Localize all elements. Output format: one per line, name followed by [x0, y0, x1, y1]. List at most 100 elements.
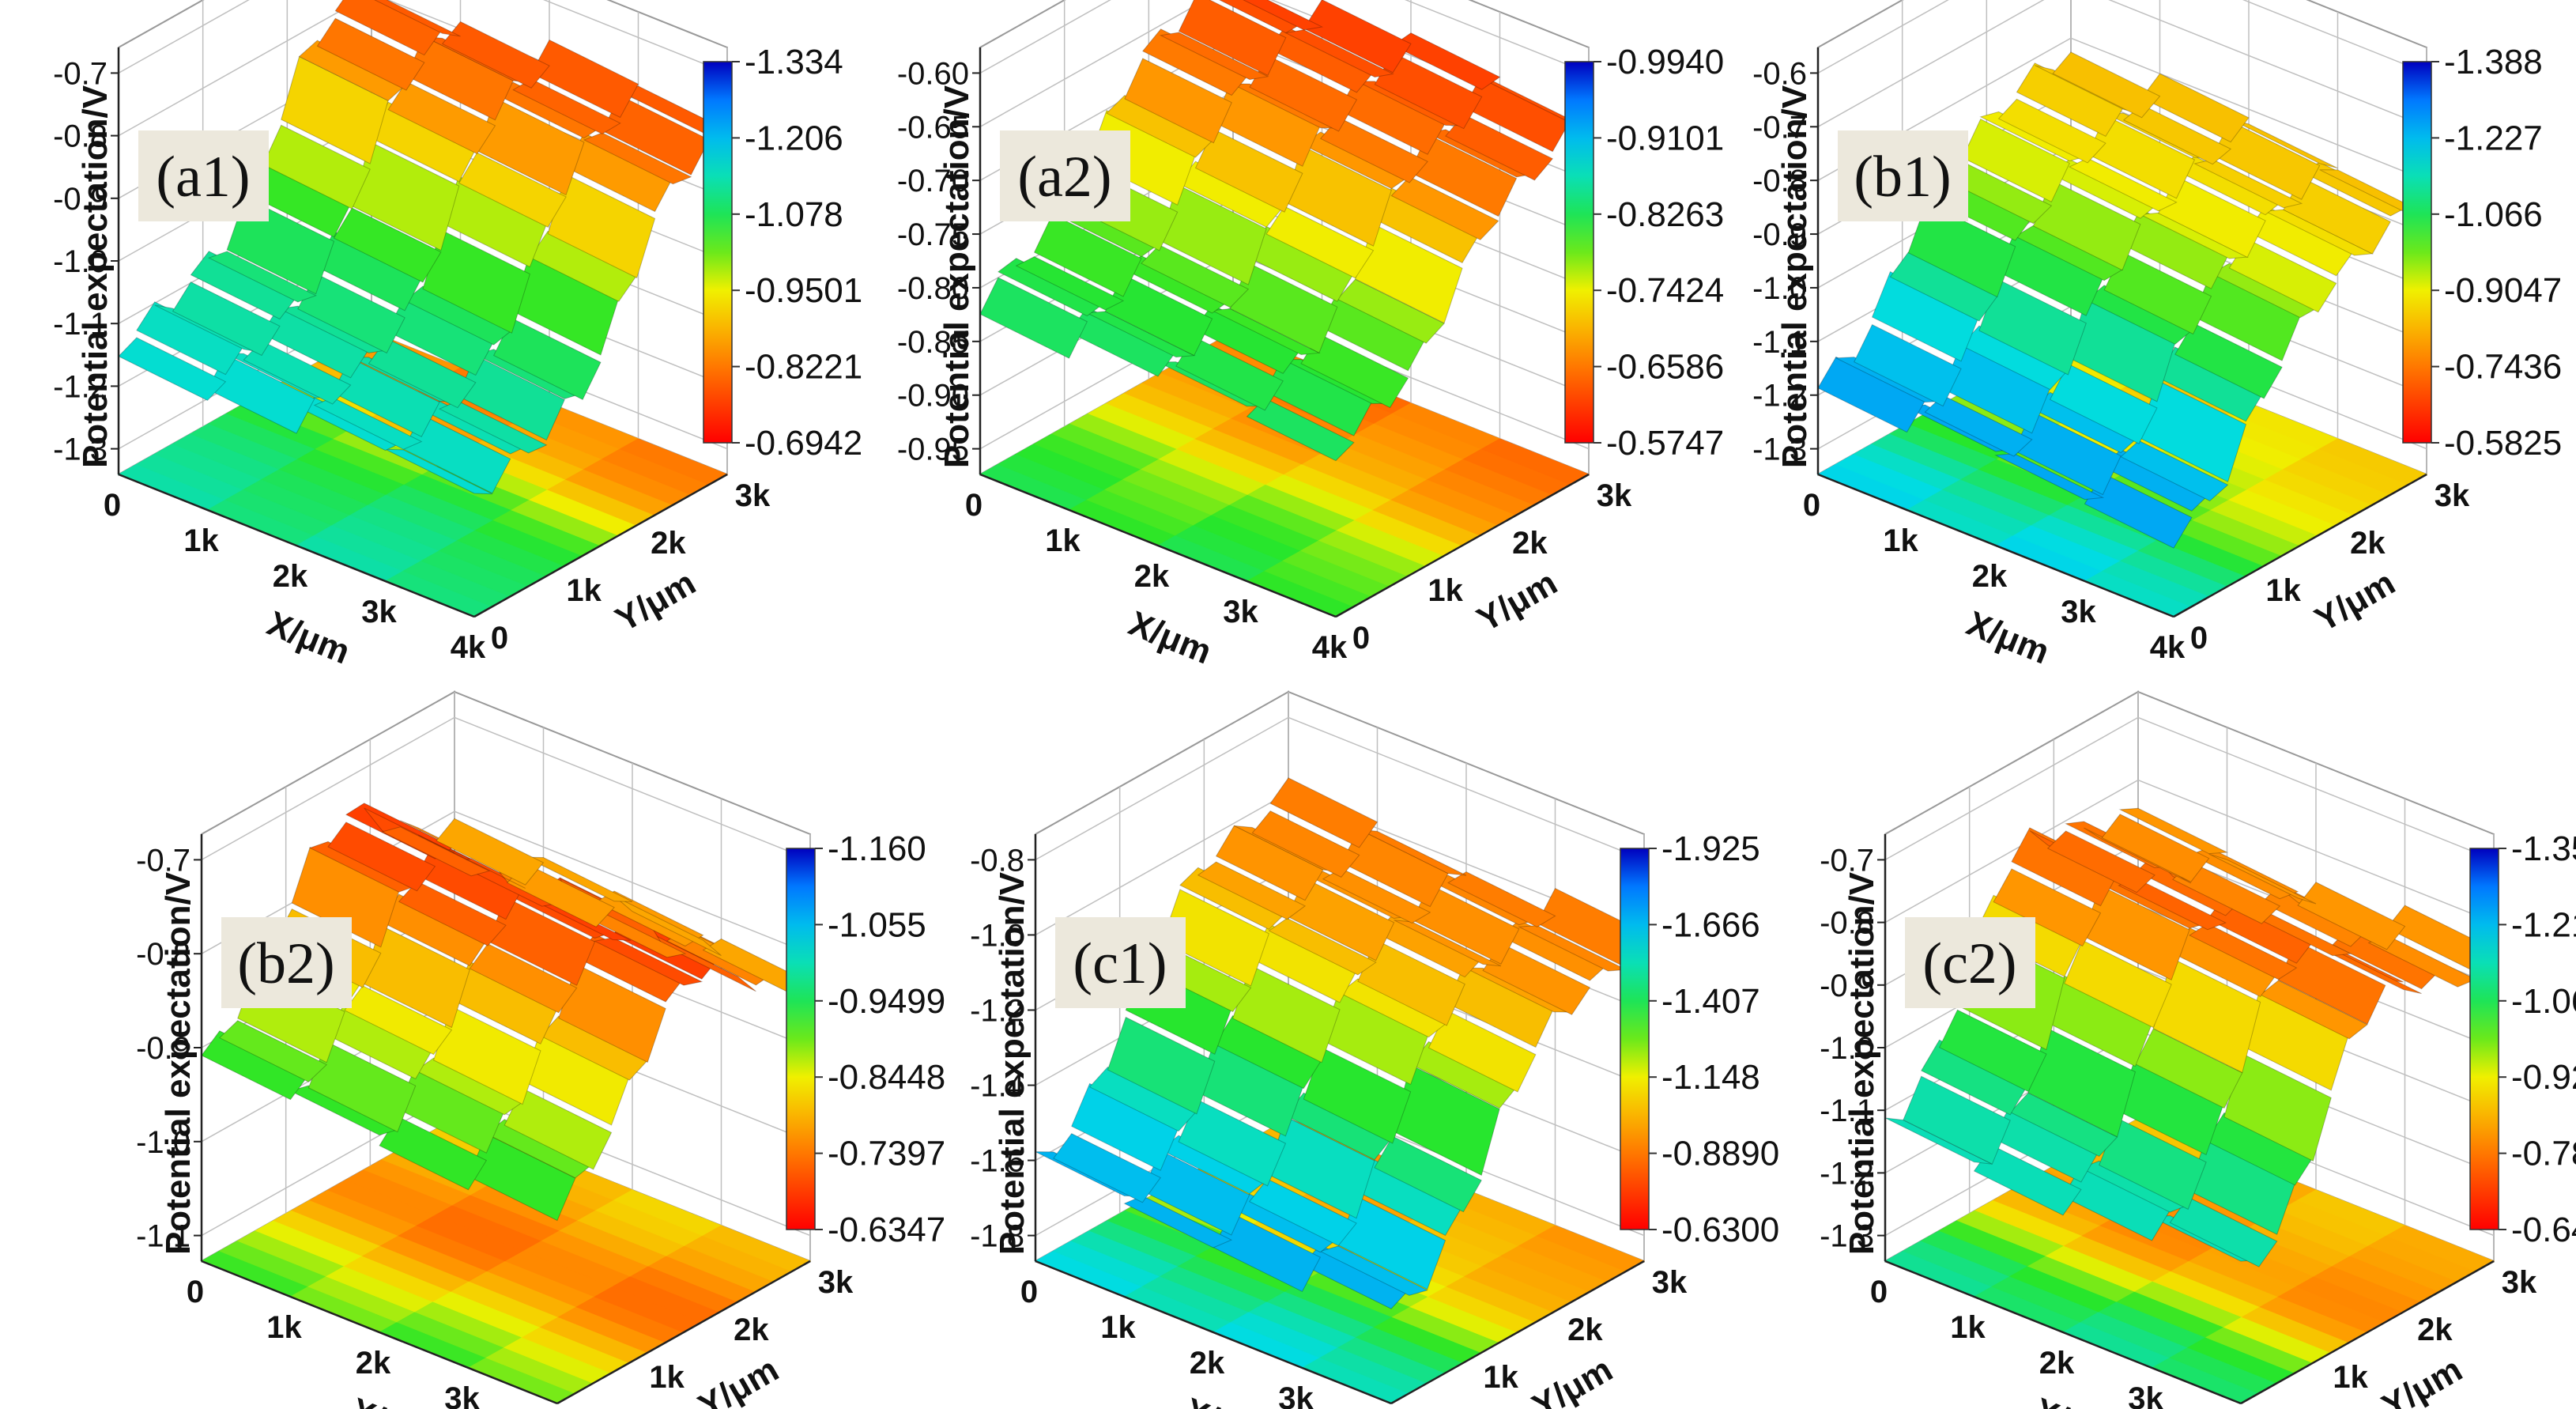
surface-facet — [208, 251, 317, 303]
surface-facet — [218, 1020, 328, 1082]
surface-facet — [398, 880, 507, 946]
z-tick-label: -0.8 — [1820, 906, 1874, 941]
z-tick-label: -1.1 — [53, 307, 107, 342]
x-tick-label: 0 — [187, 1275, 204, 1309]
surface-facet — [1318, 1245, 1429, 1296]
x-tick-label: 0 — [1870, 1275, 1888, 1309]
y-axis — [473, 473, 728, 618]
colorbar-tick-label: -0.7424 — [1606, 271, 1724, 310]
surface-facet — [1336, 278, 1445, 344]
colorbar-tick-label: -0.9940 — [1606, 43, 1724, 81]
colorbar-tick-label: -0.9499 — [828, 982, 945, 1021]
z-axis-label: Potential expectation/V — [1775, 85, 1814, 468]
colorbar-tick-label: -0.7847 — [2511, 1135, 2576, 1173]
surface-facet — [1884, 1117, 1993, 1165]
z-tick-label: -0.7 — [1752, 110, 1807, 145]
colorbar-tick-label: -0.6586 — [1606, 348, 1724, 387]
y-tick-label: 1k — [649, 1360, 685, 1395]
y-tick-label: 3k — [2502, 1265, 2537, 1300]
y-tick-label: 2k — [2417, 1313, 2453, 1347]
surface-facet — [281, 55, 389, 164]
surface-facet — [2101, 814, 2210, 882]
colorbar — [1620, 848, 1650, 1230]
panel-a2: -0.60 -0.65 -0.70 -0.75 -0.80 -0.85 -0.90 -0.95… — [897, 0, 1724, 672]
colorbar-tick-label: -0.8448 — [828, 1058, 945, 1097]
z-tick-label: -1.8 — [970, 1219, 1024, 1254]
surface-facet — [2188, 923, 2298, 980]
surface-facet — [1374, 1135, 1482, 1213]
colorbar-tick-label: -1.227 — [2444, 119, 2543, 157]
surface-facet — [1243, 0, 1324, 31]
y-axis — [1335, 473, 1590, 618]
z-tick-label: -0.60 — [897, 56, 969, 91]
x-tick-label: 3k — [1223, 595, 1258, 629]
colorbar-tick-label: -1.068 — [2511, 982, 2576, 1021]
surface-facet — [1265, 206, 1375, 279]
surface-facet — [979, 277, 1088, 359]
z-tick-label: -1.2 — [1752, 379, 1807, 414]
colorbar-tick-label: -1.148 — [1661, 1058, 1760, 1097]
surface-facet — [2009, 1092, 2118, 1157]
surface-facet — [1284, 145, 1392, 247]
colorbar — [786, 848, 816, 1230]
surface-facet — [1359, 829, 1467, 876]
colorbar-tick-label: -0.7436 — [2444, 348, 2562, 387]
surface-facet — [530, 39, 639, 119]
panel-label-box — [1838, 130, 1968, 221]
panel-b2: -0.7-0.8-0.9-1.0-1.101k2k3k4k01k2k3kX/μm… — [136, 690, 945, 1409]
y-axis-label: Y/μm — [2309, 563, 2402, 639]
y-tick-label: 3k — [818, 1265, 854, 1300]
panel-label-box — [138, 130, 269, 221]
surface-facet — [1251, 810, 1360, 878]
surface-facet — [1997, 98, 2106, 164]
x-axis-label: X/μm — [1123, 604, 1216, 672]
colorbar-tick-label: -0.6300 — [1661, 1211, 1779, 1249]
x-tick-label: 1k — [1883, 523, 1918, 558]
z-tick-label: -1.0 — [1752, 271, 1807, 306]
x-axis-label: X/μm — [2028, 1391, 2122, 1409]
surface-facet — [1266, 1116, 1375, 1219]
colorbar-tick-label: -0.6347 — [828, 1211, 945, 1249]
colorbar-tick-label: -1.352 — [2511, 829, 2576, 868]
x-axis-label: X/μm — [1179, 1391, 1272, 1409]
y-tick-label: 1k — [1428, 573, 1463, 608]
colorbar-tick-label: -0.6942 — [745, 424, 862, 463]
x-axis-label: X/μm — [345, 1391, 438, 1409]
y-axis-label: Y/μm — [1471, 563, 1564, 639]
surface-facet — [583, 132, 692, 185]
colorbar — [2402, 61, 2432, 444]
surface-facet — [1390, 176, 1499, 240]
colorbar-tick-label: -1.666 — [1661, 905, 1760, 944]
surface-facet — [1124, 58, 1232, 144]
surface-facet — [1107, 1016, 1216, 1115]
x-tick-label: 0 — [1803, 488, 1820, 523]
colorbar-tick-label: -0.7397 — [828, 1135, 945, 1173]
panel-c1: -0.8-1.0-1.2-1.4-1.6-1.801k2k3k4k01k2k3k… — [970, 690, 1779, 1409]
surface-facet — [344, 985, 453, 1056]
colorbar-tick-label: -0.8263 — [1606, 195, 1724, 234]
x-tick-label: 1k — [1100, 1310, 1136, 1345]
y-tick-label: 1k — [2333, 1360, 2368, 1395]
y-tick-label: 2k — [2350, 526, 2386, 561]
z-tick-label: -0.6 — [1752, 56, 1807, 91]
y-tick-label: 1k — [1483, 1360, 1518, 1395]
surface-facet — [1159, 32, 1269, 81]
surface-facet — [2118, 807, 2229, 855]
surface-facet — [1015, 256, 1125, 311]
y-axis-label: Y/μm — [1526, 1350, 1620, 1409]
colorbar-tick-label: -1.078 — [745, 195, 843, 234]
surface-facet — [458, 152, 567, 229]
surface-facet — [387, 81, 496, 155]
surface-facet — [2138, 380, 2247, 482]
surface-facet — [2069, 157, 2178, 212]
x-tick-label: 3k — [2128, 1381, 2163, 1409]
colorbar-tick-label: -1.066 — [2444, 195, 2543, 234]
z-tick-label: -0.65 — [897, 110, 969, 145]
surface-facet — [1197, 861, 1307, 920]
z-tick-label: -0.95 — [897, 433, 969, 467]
surface-facet — [2134, 1028, 2243, 1109]
panel-b1: -0.6 -0.7 -0.8 -0.9 -1.0 -1.1 -1.2 -1.3 0 1k 2k 3k 4… — [1752, 0, 2562, 672]
surface-facet — [1854, 323, 1962, 407]
colorbar-tick-label: -0.8890 — [1661, 1135, 1779, 1173]
colorbar-tick-label: -1.210 — [2511, 905, 2576, 944]
